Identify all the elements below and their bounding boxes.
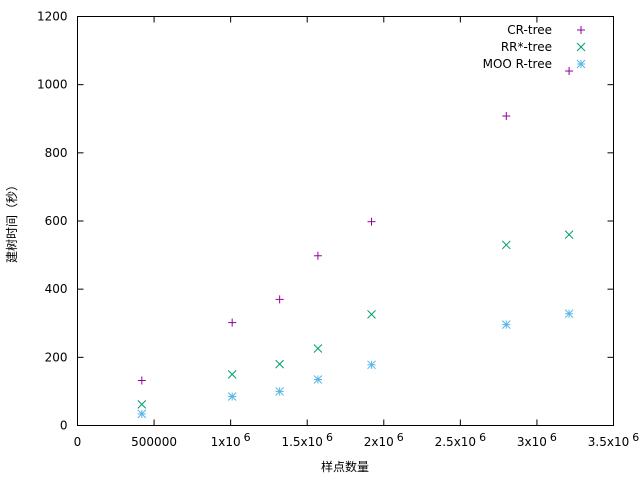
x-axis-label: 样点数量 — [321, 459, 369, 474]
x-tick-label-exponent: 6 — [326, 431, 333, 444]
x-tick-label: 3x10 6 — [517, 431, 557, 449]
data-point — [501, 320, 511, 329]
x-tick-label-exponent: 6 — [479, 431, 486, 444]
data-point — [367, 360, 376, 370]
plot-frame — [77, 16, 614, 426]
data-point — [275, 387, 285, 396]
x-tick-label: 3.5x10 6 — [588, 431, 639, 449]
data-point — [501, 240, 511, 250]
y-tick-labels: 0 200 400 600 800 1000 1200 — [37, 10, 68, 433]
x-tick-label-base: 0 — [74, 435, 82, 449]
x-tick-label: 1x10 6 — [211, 431, 251, 449]
data-point — [502, 112, 511, 121]
x-tick-label-base: 3.5x10 — [588, 435, 629, 449]
legend-label: RR*-tree — [501, 40, 552, 54]
y-tick-label: 800 — [45, 146, 68, 160]
x-tick-label-base: 3x10 — [517, 435, 547, 449]
tick-marks — [77, 16, 614, 426]
series-rr-tree — [137, 230, 574, 409]
data-point — [564, 230, 574, 239]
data-point — [564, 309, 574, 319]
x-tick-label-base: 1x10 — [211, 435, 241, 449]
x-tick-label-exponent: 6 — [632, 431, 639, 444]
series-moo-r-tree — [137, 309, 574, 419]
data-point — [137, 376, 146, 385]
series-cr-tree — [137, 67, 574, 385]
x-tick-label-base: 2.5x10 — [435, 435, 476, 449]
x-tick-label-base: 2x10 — [364, 435, 394, 449]
data-point — [228, 318, 237, 327]
data-point — [227, 370, 237, 379]
x-tick-label: 2x10 6 — [364, 431, 404, 449]
data-point — [227, 392, 237, 401]
x-tick-label-exponent: 6 — [397, 431, 404, 444]
data-point — [565, 67, 574, 76]
x-tick-label: 500000 — [131, 435, 177, 449]
data-point — [137, 400, 147, 409]
legend-marker — [577, 26, 585, 34]
y-tick-label: 0 — [60, 419, 68, 433]
data-point — [367, 310, 376, 319]
data-point — [367, 217, 376, 226]
x-tick-label: 0 — [74, 435, 82, 449]
x-tick-label: 1.5x10 6 — [281, 431, 332, 449]
legend-label: CR-tree — [507, 23, 552, 37]
x-tick-label-base: 1.5x10 — [281, 435, 322, 449]
legend-label: MOO R-tree — [483, 57, 552, 71]
data-point — [137, 409, 147, 419]
data-point — [275, 295, 284, 304]
x-tick-label: 2.5x10 6 — [435, 431, 486, 449]
x-tick-label-exponent: 6 — [244, 431, 251, 444]
x-tick-label-base: 500000 — [131, 435, 177, 449]
y-tick-label: 1200 — [37, 10, 68, 24]
data-point — [313, 344, 323, 353]
y-tick-label: 400 — [45, 282, 68, 296]
legend-marker — [576, 42, 586, 52]
y-tick-label: 1000 — [37, 78, 68, 92]
data-point — [275, 359, 285, 369]
data-point — [313, 375, 323, 384]
y-axis-label: 建树时间（秒） — [4, 179, 19, 263]
data-point — [313, 251, 322, 260]
legend: CR-tree RR*-tree MOO R-tree — [483, 23, 586, 71]
legend-marker — [576, 59, 586, 69]
y-tick-label: 600 — [45, 214, 68, 228]
x-tick-labels: 0 500000 1x10 6 1.5x10 6 2x10 6 2.5x10 6 3x10 6 3.5x… — [74, 431, 640, 449]
plot-axes — [77, 16, 614, 426]
data-points — [137, 67, 574, 419]
y-tick-label: 200 — [45, 350, 68, 364]
x-tick-label-exponent: 6 — [550, 431, 557, 444]
